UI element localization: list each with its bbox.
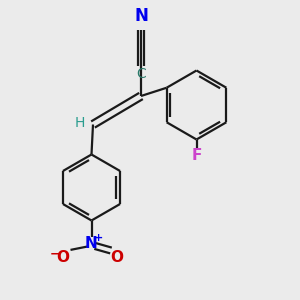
Text: +: + xyxy=(94,232,103,243)
Text: O: O xyxy=(56,250,70,266)
Text: F: F xyxy=(191,148,202,164)
Text: H: H xyxy=(74,116,85,130)
Text: N: N xyxy=(134,7,148,25)
Text: N: N xyxy=(85,236,98,250)
Text: O: O xyxy=(110,250,123,266)
Text: C: C xyxy=(136,67,146,81)
Text: −: − xyxy=(49,248,60,261)
